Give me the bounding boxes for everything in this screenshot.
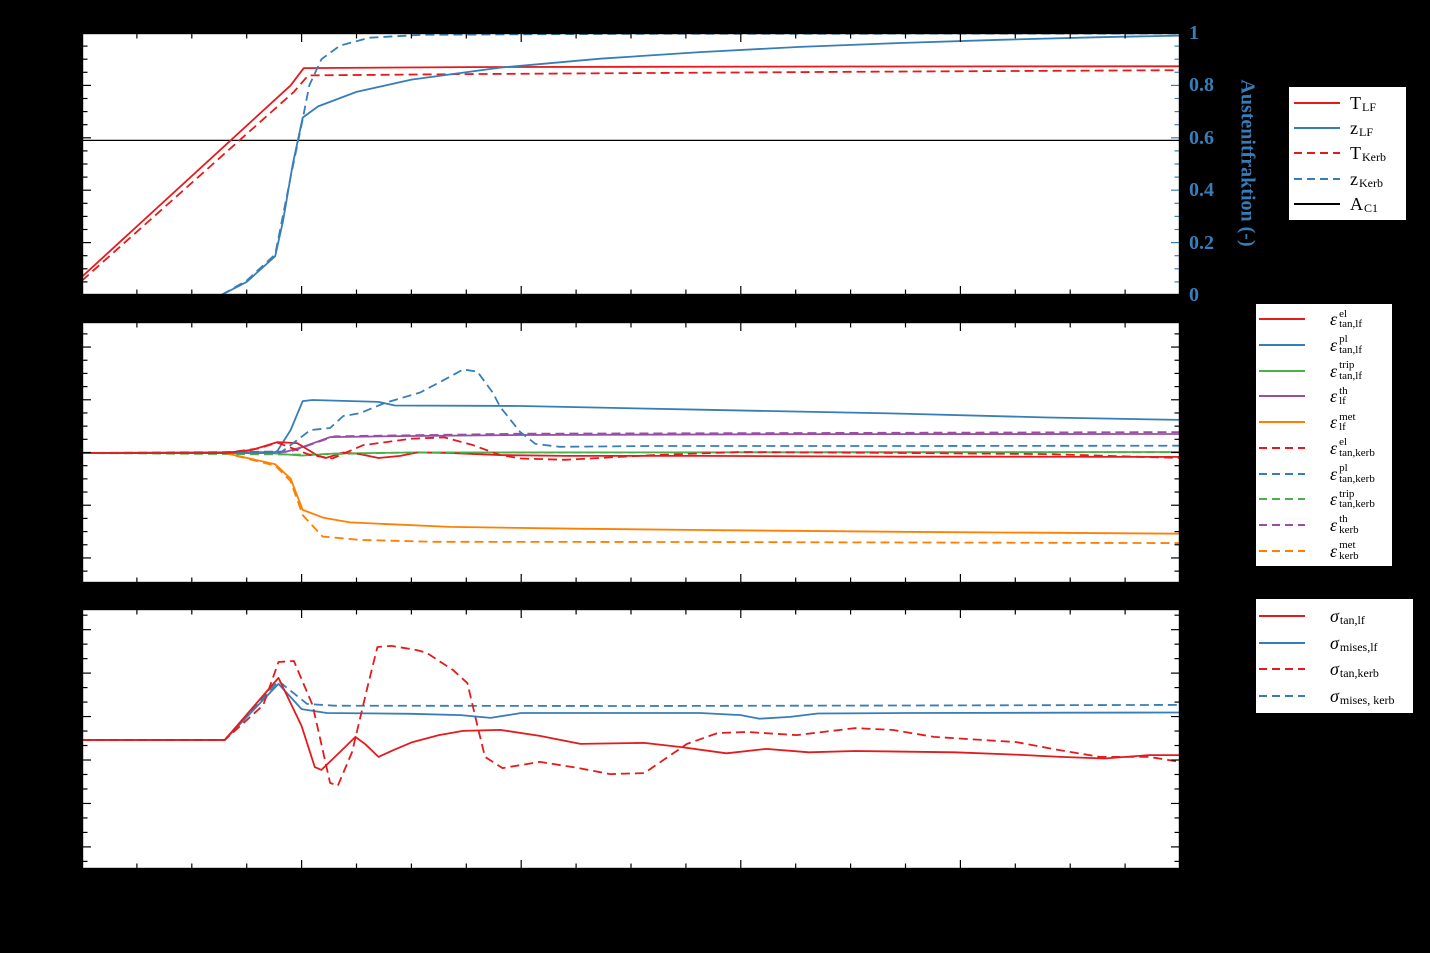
legend-line-sample bbox=[1259, 369, 1305, 372]
legend-entry-T_Kerb: T Kerb bbox=[1289, 143, 1406, 165]
right-axis-tick-label: 0.4 bbox=[1189, 179, 1214, 202]
legend-entry-sigma_tan_lf: σ tan,lf bbox=[1256, 606, 1413, 628]
series-sigma_tan_kerb bbox=[82, 645, 1180, 787]
series-T_LF bbox=[82, 65, 1180, 278]
legend-entry-label: T LF bbox=[1350, 93, 1377, 115]
legend-entry-sigma_mises_kerb: σ mises, kerb bbox=[1256, 685, 1413, 707]
right-axis-tick-label: 0.8 bbox=[1189, 74, 1214, 97]
legend-line-sample bbox=[1294, 127, 1340, 130]
series-eps_el_tan_lf bbox=[82, 441, 1180, 459]
legend-entry-eps_trip_tan_lf: ε trip tan,lf bbox=[1256, 360, 1392, 381]
legend-entry-label: ε trip tan,lf bbox=[1330, 359, 1363, 382]
right-axis-tick-label: 0.2 bbox=[1189, 231, 1214, 254]
series-z_LF bbox=[82, 34, 1180, 295]
series-eps_pl_tan_lf bbox=[82, 399, 1180, 454]
legend-entry-eps_met_lf: ε met lf bbox=[1256, 410, 1392, 434]
right-axis-tick-label: 1 bbox=[1189, 22, 1199, 44]
strain-plot bbox=[82, 322, 1180, 583]
right-axis-tick-label: 0.6 bbox=[1189, 126, 1214, 149]
legend-line-sample bbox=[1259, 318, 1305, 321]
stress-plot-canvas bbox=[82, 609, 1180, 869]
temperature-legend: T LF z LF T Kerb z Kerb A C1 bbox=[1288, 86, 1407, 221]
legend-entry-label: ε th kerb bbox=[1330, 513, 1359, 536]
series-eps_pl_tan_kerb bbox=[82, 368, 1180, 454]
legend-entry-sigma_mises_lf: σ mises,lf bbox=[1256, 632, 1413, 654]
right-axis-tick-label: 0 bbox=[1189, 284, 1199, 306]
legend-line-sample bbox=[1259, 641, 1305, 644]
legend-entry-label: ε pl tan,lf bbox=[1330, 333, 1363, 356]
legend-line-sample bbox=[1294, 177, 1340, 180]
legend-line-sample bbox=[1259, 498, 1305, 501]
axes-frame bbox=[82, 609, 1180, 869]
legend-entry-label: A C1 bbox=[1350, 193, 1379, 215]
legend-entry-label: T Kerb bbox=[1350, 143, 1386, 165]
legend-line-sample bbox=[1259, 472, 1305, 475]
temperature-plot bbox=[82, 33, 1180, 295]
legend-entry-label: σ mises,lf bbox=[1330, 632, 1378, 654]
legend-line-sample bbox=[1294, 202, 1340, 205]
series-eps_met_kerb bbox=[82, 452, 1180, 545]
stress-plot bbox=[82, 609, 1180, 869]
legend-line-sample bbox=[1259, 694, 1305, 697]
legend-entry-label: σ mises, kerb bbox=[1330, 685, 1395, 707]
axes-frame bbox=[82, 322, 1180, 583]
legend-entry-eps_th_lf: ε th lf bbox=[1256, 386, 1392, 407]
series-T_Kerb bbox=[82, 69, 1180, 282]
legend-line-sample bbox=[1259, 395, 1305, 398]
series-eps_th_kerb bbox=[82, 431, 1180, 454]
right-axis-title: Austenitfraktion (-) bbox=[1236, 79, 1259, 247]
legend-line-sample bbox=[1259, 421, 1305, 424]
legend-line-sample bbox=[1294, 102, 1340, 105]
series-sigma_mises_lf bbox=[82, 683, 1180, 741]
legend-entry-eps_pl_tan_lf: ε pl tan,lf bbox=[1256, 334, 1392, 355]
legend-entry-eps_el_tan_lf: ε el tan,lf bbox=[1256, 307, 1392, 331]
legend-entry-label: ε pl tan,kerb bbox=[1330, 462, 1375, 485]
legend-entry-eps_met_kerb: ε met kerb bbox=[1256, 540, 1392, 561]
legend-entry-A_C1: A C1 bbox=[1289, 193, 1406, 215]
legend-entry-eps_pl_tan_kerb: ε pl tan,kerb bbox=[1256, 463, 1392, 484]
legend-line-sample bbox=[1294, 152, 1340, 155]
legend-entry-eps_trip_tan_kerb: ε trip tan,kerb bbox=[1256, 489, 1392, 510]
legend-entry-label: z Kerb bbox=[1350, 168, 1383, 190]
legend-line-sample bbox=[1259, 446, 1305, 449]
series-eps_met_lf bbox=[82, 452, 1180, 535]
legend-line-sample bbox=[1259, 523, 1305, 526]
legend-entry-T_LF: T LF bbox=[1289, 93, 1406, 115]
legend-line-sample bbox=[1259, 668, 1305, 671]
legend-entry-label: z LF bbox=[1350, 118, 1374, 140]
legend-entry-label: ε el tan,kerb bbox=[1330, 436, 1375, 459]
strain-plot-canvas bbox=[82, 322, 1180, 583]
legend-entry-eps_el_tan_kerb: ε el tan,kerb bbox=[1256, 437, 1392, 458]
legend-line-sample bbox=[1259, 343, 1305, 346]
series-sigma_mises_kerb bbox=[82, 680, 1180, 741]
stress-legend: σ tan,lf σ mises,lf σ tan,kerb σ mises, kerb bbox=[1255, 598, 1414, 714]
axes-frame bbox=[82, 33, 1180, 295]
legend-line-sample bbox=[1259, 615, 1305, 618]
legend-entry-label: ε trip tan,kerb bbox=[1330, 487, 1375, 511]
series-z_Kerb bbox=[82, 33, 1180, 295]
legend-entry-sigma_tan_kerb: σ tan,kerb bbox=[1256, 659, 1413, 681]
legend-line-sample bbox=[1259, 549, 1305, 552]
legend-entry-eps_th_kerb: ε th kerb bbox=[1256, 514, 1392, 535]
legend-entry-label: σ tan,kerb bbox=[1330, 659, 1379, 681]
temperature-plot-canvas bbox=[82, 33, 1180, 295]
legend-entry-label: ε el tan,lf bbox=[1330, 307, 1363, 331]
legend-entry-z_Kerb: z Kerb bbox=[1289, 168, 1406, 190]
legend-entry-label: ε met lf bbox=[1330, 410, 1356, 434]
strain-legend: ε el tan,lf ε pl tan,lf ε trip tan,lf ε th lf ε met lf… bbox=[1255, 303, 1393, 567]
legend-entry-label: ε met kerb bbox=[1330, 539, 1359, 562]
legend-entry-label: ε th lf bbox=[1330, 384, 1348, 408]
series-eps_trip_tan_kerb bbox=[82, 451, 1180, 456]
series-sigma_tan_lf bbox=[82, 677, 1180, 771]
series-eps_el_tan_kerb bbox=[82, 436, 1180, 461]
legend-entry-label: σ tan,lf bbox=[1330, 606, 1365, 628]
legend-entry-z_LF: z LF bbox=[1289, 118, 1406, 140]
